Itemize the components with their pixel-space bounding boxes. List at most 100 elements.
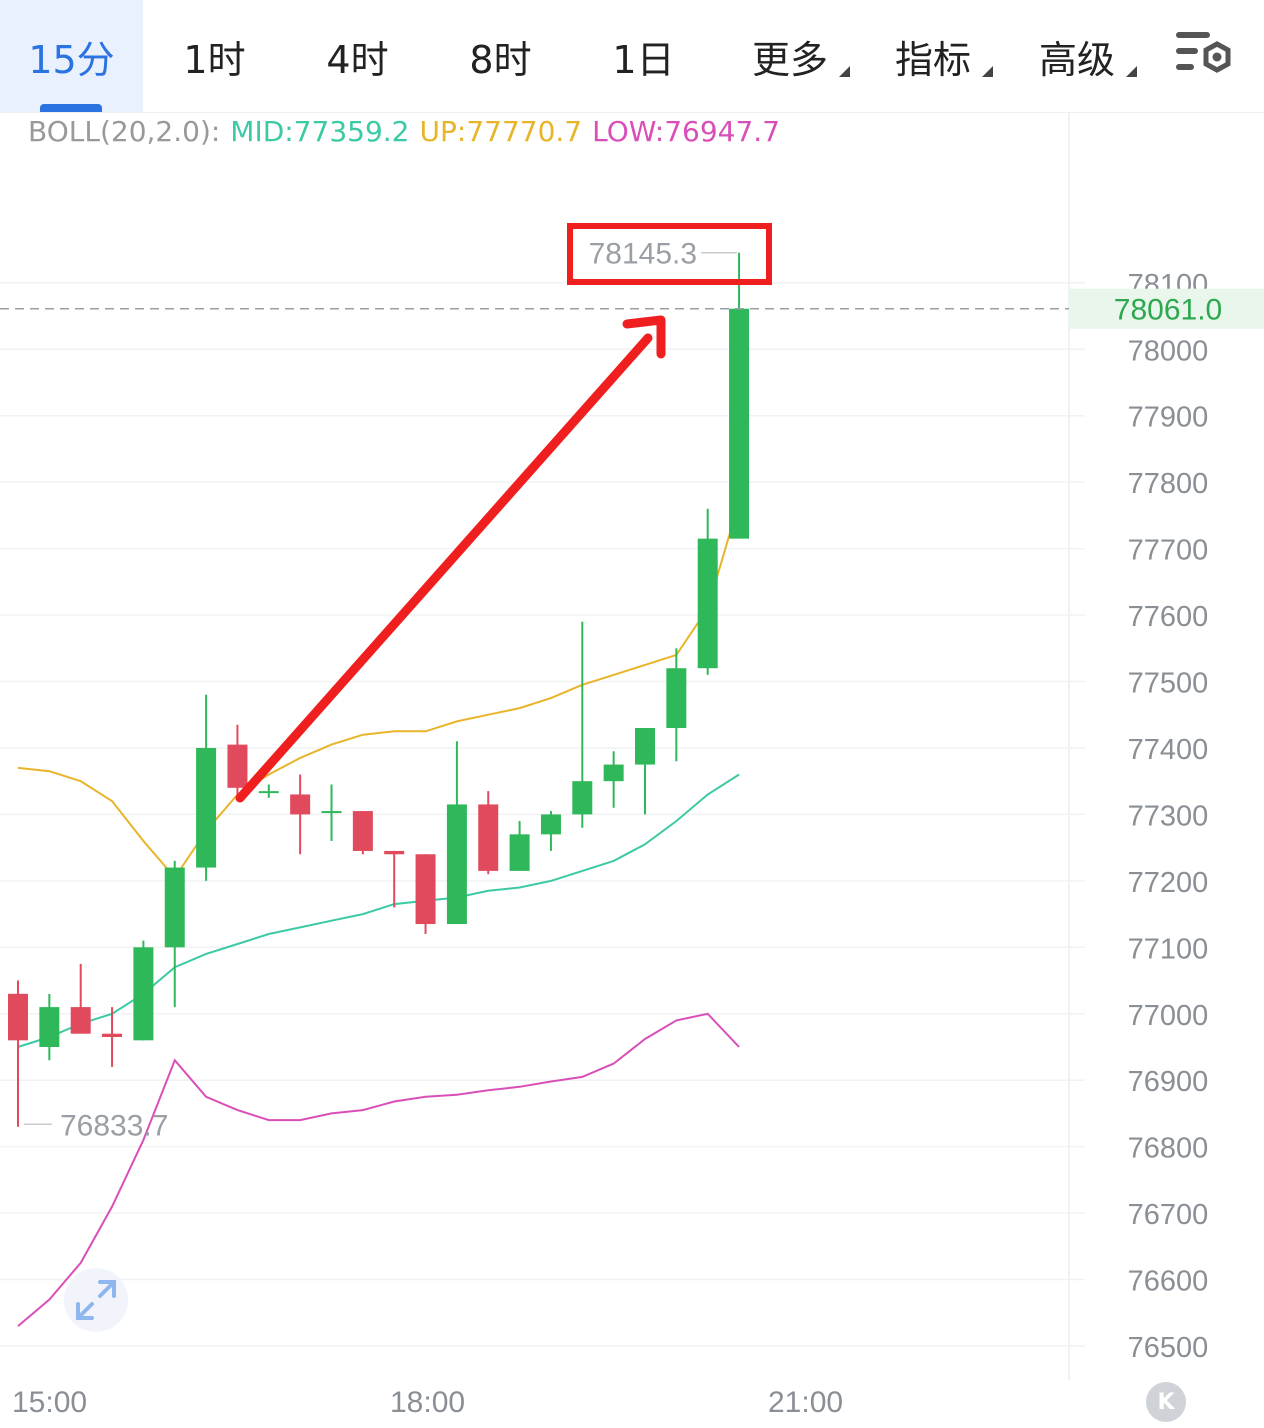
candle-body bbox=[666, 668, 687, 729]
candle-up bbox=[258, 784, 279, 798]
y-tick-label: 77900 bbox=[1128, 402, 1209, 434]
boll-low-line bbox=[17, 1012, 740, 1327]
highlight-box bbox=[567, 223, 772, 285]
candle-up bbox=[603, 751, 624, 808]
y-tick-label: 77100 bbox=[1128, 933, 1209, 965]
candle-body bbox=[478, 804, 499, 871]
candle-up bbox=[540, 811, 561, 851]
candle-down bbox=[415, 854, 436, 935]
tab-label: 4时 bbox=[326, 37, 389, 82]
tab-1d[interactable]: 1日 bbox=[572, 0, 715, 112]
candle-up bbox=[697, 508, 718, 675]
y-tick-label: 76700 bbox=[1128, 1199, 1209, 1231]
candle-body bbox=[70, 1007, 91, 1034]
candle-down bbox=[102, 1007, 123, 1067]
tab-advanced-dropdown[interactable]: 高级 bbox=[1012, 0, 1142, 112]
fullscreen-expand-icon[interactable] bbox=[64, 1268, 128, 1332]
candle-down bbox=[352, 811, 373, 855]
boll-up-line bbox=[17, 501, 741, 880]
candle-body bbox=[384, 850, 405, 855]
candle-up bbox=[196, 694, 217, 881]
last-price-label: 78061.0 bbox=[1114, 294, 1222, 327]
tab-label: 更多 bbox=[751, 37, 828, 82]
x-tick-label: 21:00 bbox=[768, 1386, 843, 1419]
candle-body bbox=[258, 791, 279, 794]
y-tick-label: 77300 bbox=[1128, 800, 1209, 832]
candle-down bbox=[8, 980, 28, 1127]
boll-bands bbox=[17, 501, 741, 1327]
chart-settings-icon[interactable] bbox=[1170, 22, 1240, 92]
y-tick-label: 76800 bbox=[1128, 1133, 1209, 1165]
x-tick-label: 15:00 bbox=[12, 1386, 87, 1419]
candlestick-chart[interactable]: 7810078000779007780077700776007750077400… bbox=[0, 112, 1264, 1428]
y-tick-label: 77600 bbox=[1128, 601, 1209, 633]
tab-label: 高级 bbox=[1038, 37, 1115, 82]
boll-mid: MID:77359.2 bbox=[230, 115, 410, 148]
y-tick-label: 76500 bbox=[1128, 1332, 1209, 1364]
boll-up: UP:77770.7 bbox=[419, 115, 583, 148]
candle-body bbox=[697, 538, 718, 669]
candle-up bbox=[39, 993, 60, 1061]
candle-up bbox=[509, 821, 530, 871]
candle-body bbox=[290, 794, 311, 815]
dropdown-triangle-icon bbox=[839, 66, 850, 77]
candle-body bbox=[446, 804, 467, 925]
boll-mid-line bbox=[17, 773, 740, 1048]
candle-up bbox=[635, 728, 655, 815]
candle-up bbox=[666, 648, 687, 762]
candle-up bbox=[164, 860, 185, 1008]
candle-down bbox=[290, 774, 311, 855]
candle-body bbox=[8, 993, 28, 1041]
candle-body bbox=[635, 728, 655, 765]
tab-1h[interactable]: 1时 bbox=[143, 0, 286, 112]
tab-4h[interactable]: 4时 bbox=[286, 0, 429, 112]
candle-up bbox=[133, 940, 154, 1041]
y-tick-label: 77000 bbox=[1128, 1000, 1209, 1032]
annotations: 78061.0 78145.3 76833.7 bbox=[0, 223, 1264, 1142]
candle-body bbox=[39, 1007, 60, 1047]
candle-body bbox=[415, 854, 436, 925]
candles bbox=[8, 252, 750, 1127]
low-price-label: 76833.7 bbox=[60, 1109, 168, 1142]
last-price-badge bbox=[1069, 288, 1264, 329]
y-tick-label: 76900 bbox=[1128, 1066, 1209, 1098]
tab-8h[interactable]: 8时 bbox=[429, 0, 572, 112]
candle-body bbox=[540, 814, 561, 835]
candle-up bbox=[572, 621, 593, 828]
candle-down bbox=[384, 850, 405, 908]
candle-body bbox=[164, 867, 185, 948]
tab-more-dropdown[interactable]: 更多 bbox=[725, 0, 855, 112]
candle-body bbox=[133, 947, 154, 1041]
candle-body bbox=[509, 834, 530, 871]
high-price-label: 78145.3 bbox=[589, 238, 697, 271]
candle-down bbox=[70, 963, 91, 1034]
candle-body bbox=[196, 747, 217, 868]
k-line-icon[interactable]: K bbox=[1146, 1382, 1186, 1422]
timeframe-tabbar: 15分 1时 4时 8时 1日 更多 指标 高级 bbox=[0, 0, 1264, 113]
tab-label: 指标 bbox=[894, 37, 971, 82]
y-tick-label: 77200 bbox=[1128, 867, 1209, 899]
y-tick-label: 77400 bbox=[1128, 734, 1209, 766]
candle-body bbox=[321, 811, 342, 814]
candle-body bbox=[352, 811, 373, 851]
candle-up bbox=[446, 741, 467, 925]
boll-low: LOW:76947.7 bbox=[592, 115, 781, 148]
tab-indicators-dropdown[interactable]: 指标 bbox=[868, 0, 998, 112]
candle-body bbox=[603, 764, 624, 782]
tab-label: 1时 bbox=[183, 37, 246, 82]
boll-name: BOLL(20,2.0): bbox=[28, 115, 221, 148]
candle-up bbox=[321, 784, 342, 841]
trend-arrow-head bbox=[622, 315, 666, 359]
tab-15min[interactable]: 15分 bbox=[0, 0, 143, 112]
candle-body bbox=[227, 744, 248, 788]
candle-body bbox=[102, 1033, 123, 1038]
candle-down bbox=[478, 791, 499, 875]
dropdown-triangle-icon bbox=[982, 66, 993, 77]
candle-body bbox=[572, 781, 593, 815]
dropdown-triangle-icon bbox=[1126, 66, 1137, 77]
tab-label: 1日 bbox=[612, 37, 675, 82]
gridlines bbox=[0, 282, 1085, 1347]
boll-indicator-legend: BOLL(20,2.0): MID:77359.2 UP:77770.7 LOW:76… bbox=[28, 115, 790, 148]
candle-down bbox=[227, 724, 248, 802]
y-tick-label: 77700 bbox=[1128, 535, 1209, 567]
